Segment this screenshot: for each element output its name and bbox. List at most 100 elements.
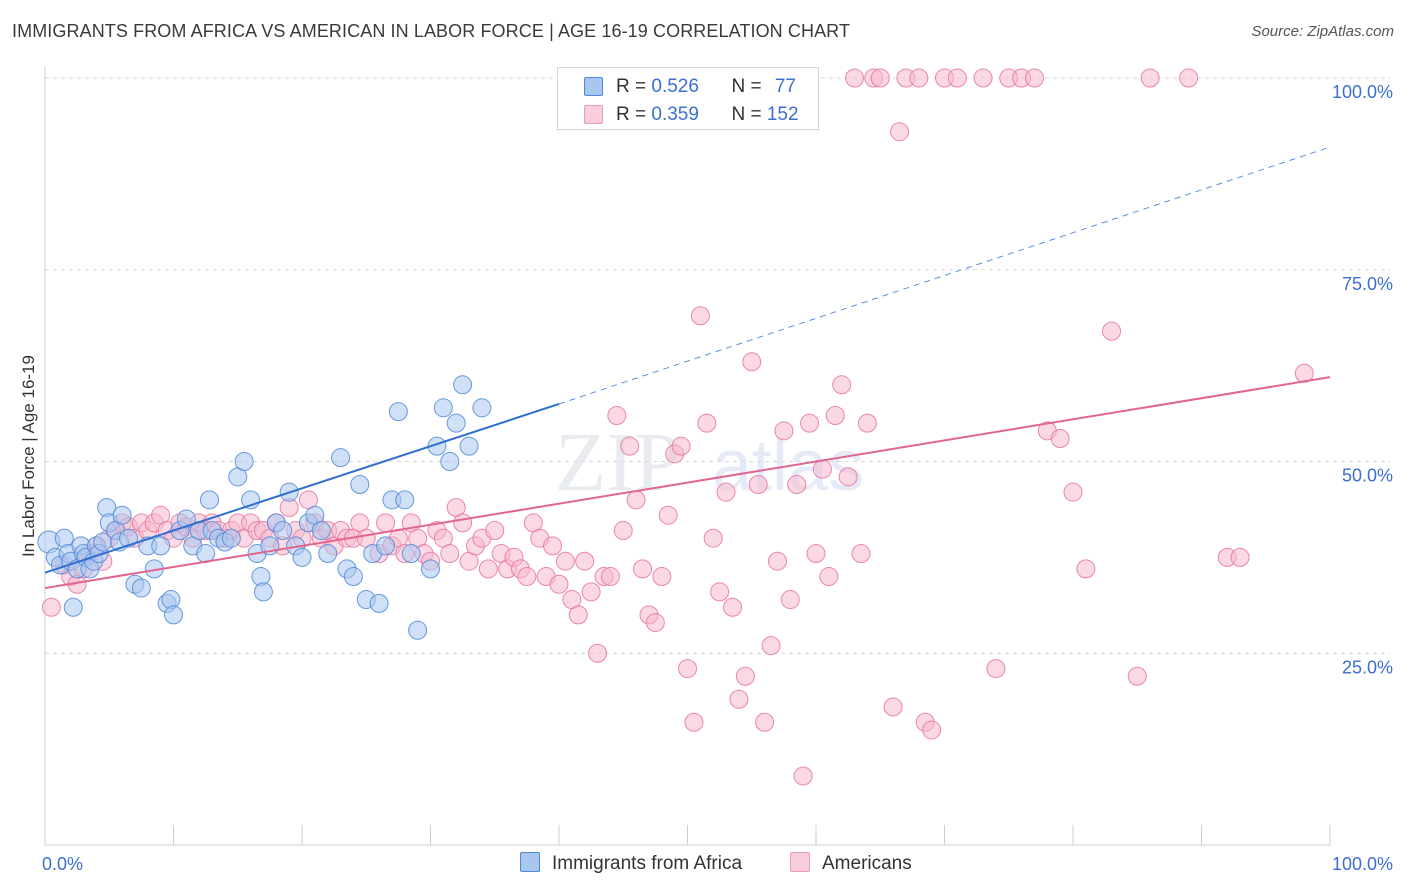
point-africa (292, 547, 312, 567)
watermark: ZIP (555, 416, 681, 509)
axes (44, 66, 1331, 846)
point-americans (761, 636, 781, 656)
point-africa (453, 375, 473, 395)
point-americans (890, 122, 910, 142)
point-americans (710, 582, 730, 602)
point-americans (620, 436, 640, 456)
point-africa (343, 567, 363, 587)
point-americans (549, 574, 569, 594)
point-americans (440, 544, 460, 564)
point-africa (176, 509, 196, 529)
point-americans (793, 766, 813, 786)
legend-n-label: N = (731, 76, 767, 97)
legend-swatch-pink (584, 105, 603, 124)
point-americans (678, 659, 697, 679)
point-americans (613, 521, 633, 541)
point-africa (395, 490, 415, 510)
chart-title: IMMIGRANTS FROM AFRICA VS AMERICAN IN LA… (12, 21, 851, 41)
point-americans (742, 352, 762, 372)
point-americans (767, 551, 787, 571)
point-americans (41, 597, 61, 617)
point-americans (1063, 482, 1083, 502)
point-americans (729, 689, 749, 709)
point-americans (787, 475, 807, 495)
point-africa (151, 536, 171, 556)
source-credit: Source: ZipAtlas.com (1251, 23, 1394, 40)
legend-r-value: 0.359 (651, 104, 699, 125)
point-americans (857, 413, 877, 433)
trend-lines (44, 146, 1331, 590)
legend-n-value: 77 (774, 76, 796, 97)
point-africa (459, 436, 479, 456)
x-tick-label: 0.0% (42, 854, 83, 874)
point-africa (376, 536, 396, 556)
point-americans (838, 467, 858, 487)
point-americans (812, 459, 832, 479)
point-americans (1230, 547, 1250, 567)
point-africa (440, 452, 460, 471)
y-tick-label: 25.0% (1342, 657, 1393, 677)
legend-swatch-blue (584, 77, 603, 96)
legend-item-americans: Americans (790, 852, 912, 875)
y-axis-label: In Labor Force | Age 16-19 (19, 355, 38, 557)
point-americans (555, 551, 575, 571)
point-americans (543, 536, 563, 556)
legend-label-africa: Immigrants from Africa (552, 853, 743, 874)
point-africa (331, 448, 351, 468)
point-americans (973, 68, 993, 88)
point-americans (755, 712, 775, 732)
point-africa (433, 398, 453, 418)
point-africa (318, 544, 338, 564)
point-africa (408, 620, 428, 640)
point-africa (401, 544, 421, 564)
tick-labels: 25.0% 50.0% 75.0% 100.0% 0.0% 100.0% (42, 82, 1393, 874)
point-americans (922, 720, 942, 740)
point-americans (1076, 559, 1096, 579)
point-americans (819, 567, 839, 587)
point-americans (575, 551, 595, 571)
point-americans (780, 590, 800, 610)
point-americans (1179, 68, 1199, 88)
point-americans (690, 306, 710, 326)
point-americans (697, 413, 717, 433)
point-americans (588, 643, 608, 663)
legend-swatch-pink (790, 852, 810, 872)
point-americans (1140, 68, 1160, 88)
point-americans (633, 559, 653, 579)
point-americans (600, 567, 620, 587)
legend-label-americans: Americans (822, 853, 912, 874)
point-africa (421, 559, 440, 579)
point-americans (722, 597, 742, 617)
point-africa (273, 521, 293, 541)
trend-line-africa-extrapolated (558, 146, 1331, 405)
point-americans (851, 544, 871, 564)
legend-n-label: N = (731, 104, 767, 125)
point-americans (832, 375, 852, 395)
point-africa (199, 490, 219, 510)
x-tick-label: 100.0% (1332, 854, 1393, 874)
point-africa (234, 452, 254, 471)
legend-n-value: 152 (766, 104, 799, 125)
point-americans (671, 436, 691, 456)
point-americans (806, 544, 826, 564)
point-africa (164, 605, 183, 625)
point-africa (311, 521, 331, 541)
point-africa (112, 505, 132, 525)
point-americans (870, 68, 890, 88)
point-americans (581, 582, 601, 602)
point-africa (350, 475, 370, 495)
point-africa (388, 402, 408, 422)
point-americans (607, 405, 627, 425)
point-americans (986, 659, 1006, 679)
point-americans (1024, 68, 1044, 88)
data-points (37, 68, 1314, 786)
y-tick-label: 100.0% (1332, 82, 1393, 102)
point-americans (774, 421, 794, 441)
point-africa (253, 582, 273, 602)
point-africa (369, 593, 389, 613)
point-africa (446, 413, 466, 433)
stats-legend: R = 0.526 N = 77 R = 0.359 N = 152 (557, 67, 819, 130)
point-americans (485, 521, 505, 541)
legend-r-value: 0.526 (651, 76, 699, 97)
